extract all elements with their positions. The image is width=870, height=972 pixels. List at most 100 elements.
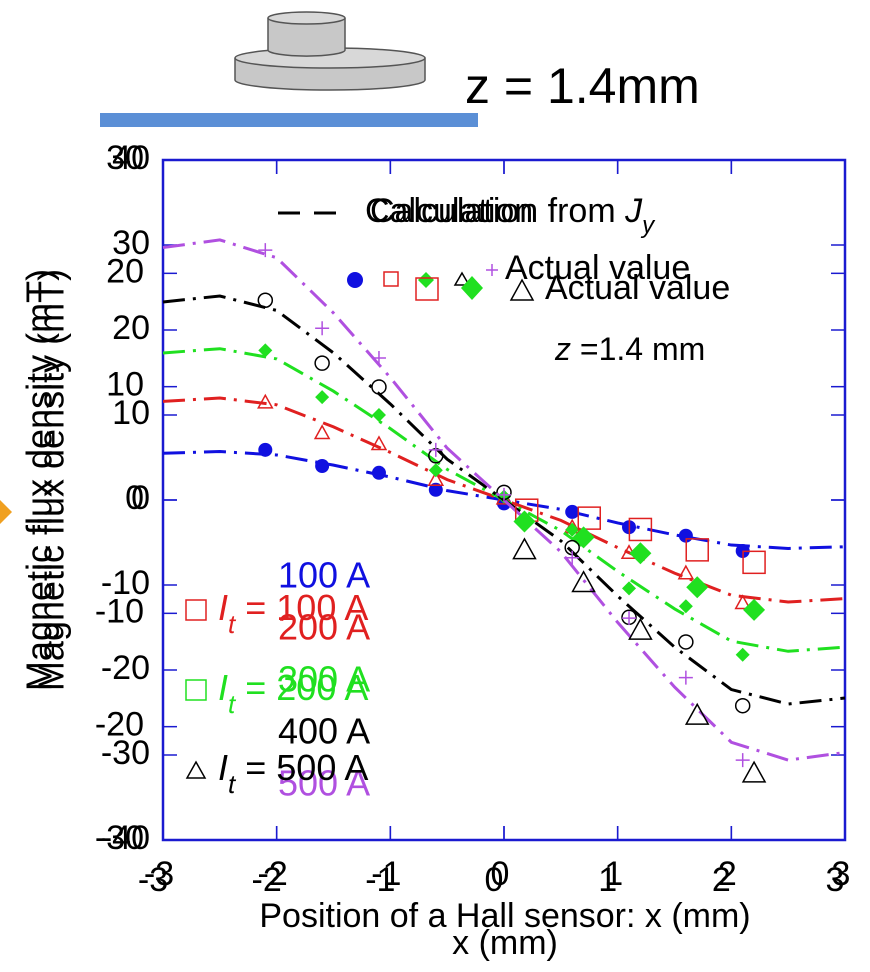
data-point xyxy=(314,355,330,371)
legend-label: It = 500 A xyxy=(218,747,368,799)
data-point xyxy=(686,576,709,599)
data-point xyxy=(565,550,580,565)
data-point xyxy=(678,634,694,650)
data-point xyxy=(315,459,330,473)
legend-label: 400 A xyxy=(278,711,370,752)
data-point xyxy=(371,379,387,395)
legend-label: 200 A xyxy=(278,607,370,648)
x-tick-label: -2 xyxy=(258,855,288,893)
y-tick-label: 0 xyxy=(131,479,150,517)
x-tick-label: -3 xyxy=(144,855,174,893)
data-point xyxy=(565,504,580,519)
legend-symbol xyxy=(383,271,399,287)
data-point xyxy=(512,537,537,560)
y-tick-label: 20 xyxy=(112,309,150,347)
x-tick-label: 0 xyxy=(491,855,510,893)
x-tick-label: 3 xyxy=(826,861,845,899)
legend-marker-label: Actual value xyxy=(545,269,730,307)
y-axis-title: Magnetic flux density (mT) xyxy=(31,269,72,691)
y-tick-label: 0 xyxy=(125,479,144,517)
data-point xyxy=(497,487,511,502)
x-tick-label: -1 xyxy=(365,861,395,899)
legend-label: 300 A xyxy=(278,659,370,700)
data-point xyxy=(428,482,443,497)
legend-symbol xyxy=(509,278,535,301)
y-tick-label: 40 xyxy=(112,139,150,177)
y-tick-label: 30 xyxy=(112,224,150,262)
data-point xyxy=(678,670,693,685)
data-point xyxy=(735,753,750,768)
sample-diagram xyxy=(0,11,478,524)
y-tick-label: -30 xyxy=(95,819,144,857)
cylinder-body xyxy=(267,18,346,57)
x-axis-title: x (mm) xyxy=(452,924,558,962)
data-point xyxy=(258,343,273,358)
legend-symbol xyxy=(185,760,207,779)
data-point xyxy=(622,581,637,596)
y-axis-title: Magnetic flux density (mT) xyxy=(19,269,60,691)
data-point xyxy=(257,393,274,409)
legend-symbol xyxy=(185,599,207,621)
y-tick-label: -20 xyxy=(101,649,150,687)
y-tick-label: -40 xyxy=(101,819,150,857)
legend-symbol xyxy=(415,277,439,301)
x-tick-label: -1 xyxy=(371,855,401,893)
header-text: z = 1.4mm xyxy=(465,58,700,114)
x-tick-label: 3 xyxy=(832,855,851,893)
y-tick-label: 10 xyxy=(112,394,150,432)
legend-symbol xyxy=(418,272,434,288)
data-point xyxy=(629,542,652,565)
data-point xyxy=(428,442,443,457)
data-point xyxy=(735,647,750,662)
legend-label: 500 A xyxy=(278,763,370,804)
legend-line-label: Calculation xyxy=(365,192,533,230)
data-point xyxy=(313,424,331,440)
y-tick-label: -10 xyxy=(95,592,144,630)
data-point xyxy=(743,598,766,621)
data-point xyxy=(734,697,751,714)
data-point xyxy=(315,390,330,405)
x-tick-label: 2 xyxy=(712,861,731,899)
legend-symbol xyxy=(486,264,498,276)
data-point xyxy=(371,465,386,480)
data-point xyxy=(677,564,695,580)
data-point xyxy=(571,570,596,593)
x-tick-label: -3 xyxy=(138,861,168,899)
data-point xyxy=(315,321,330,336)
data-point xyxy=(513,510,536,533)
data-point xyxy=(628,517,653,542)
x-tick-label: -2 xyxy=(252,861,282,899)
data-point xyxy=(685,538,709,562)
legend-label: It = 100 A xyxy=(218,587,368,639)
x-tick-label: 0 xyxy=(485,861,504,899)
y-tick-label: 30 xyxy=(106,139,144,177)
legend-label: It = 200 A xyxy=(218,667,368,719)
data-point xyxy=(258,442,273,457)
data-point xyxy=(371,408,386,422)
legend-symbol xyxy=(347,272,363,288)
tape xyxy=(100,113,478,127)
x-tick-label: 1 xyxy=(604,855,623,893)
legend-symbol xyxy=(461,276,483,300)
legend-symbol xyxy=(453,271,471,286)
cylinder-top xyxy=(267,11,346,25)
edge-marker xyxy=(0,500,12,524)
y-tick-label: -20 xyxy=(95,706,144,744)
legend-line-label: Calculation from Jy xyxy=(370,192,656,239)
legend-note: z =1.4 mm xyxy=(554,331,705,367)
data-point xyxy=(734,594,751,610)
y-tick-label: 10 xyxy=(106,366,144,404)
data-point xyxy=(678,599,693,614)
data-point xyxy=(684,702,710,725)
data-point xyxy=(258,243,273,258)
data-point xyxy=(628,617,653,640)
data-point xyxy=(622,611,637,626)
y-tick-label: -10 xyxy=(101,564,150,602)
data-point xyxy=(370,435,388,451)
data-point xyxy=(428,463,443,478)
y-tick-label: -30 xyxy=(101,734,150,772)
y-tick-label: 20 xyxy=(106,252,144,290)
data-point xyxy=(741,760,767,783)
